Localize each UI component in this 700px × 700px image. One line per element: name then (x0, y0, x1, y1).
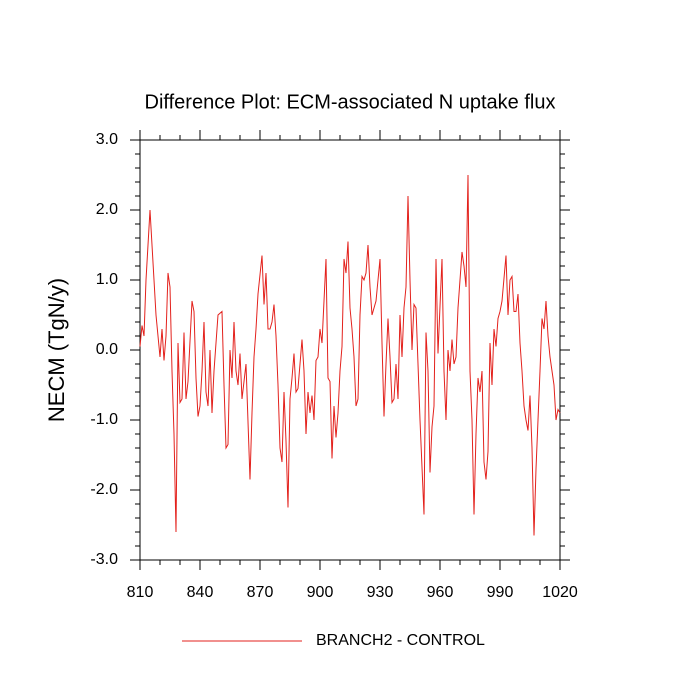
x-tick-label: 870 (247, 584, 274, 601)
x-tick-label: 990 (487, 584, 514, 601)
x-tick-label: 810 (127, 584, 154, 601)
y-tick-label: 1.0 (96, 271, 118, 288)
y-axis-label: NECM (TgN/y) (44, 278, 69, 422)
legend-label: BRANCH2 - CONTROL (316, 632, 485, 649)
x-tick-label: 900 (307, 584, 334, 601)
y-tick-label: 0.0 (96, 341, 118, 358)
data-line (139, 174, 561, 536)
x-tick-label: 960 (427, 584, 454, 601)
y-tick-label: 3.0 (96, 131, 118, 148)
x-tick-label: 930 (367, 584, 394, 601)
y-tick-label: -1.0 (90, 411, 118, 428)
chart-title: Difference Plot: ECM-associated N uptake… (145, 91, 556, 113)
x-tick-label: 1020 (542, 584, 578, 601)
y-tick-label: -3.0 (90, 551, 118, 568)
y-tick-label: -2.0 (90, 481, 118, 498)
x-tick-label: 840 (187, 584, 214, 601)
y-tick-label: 2.0 (96, 201, 118, 218)
